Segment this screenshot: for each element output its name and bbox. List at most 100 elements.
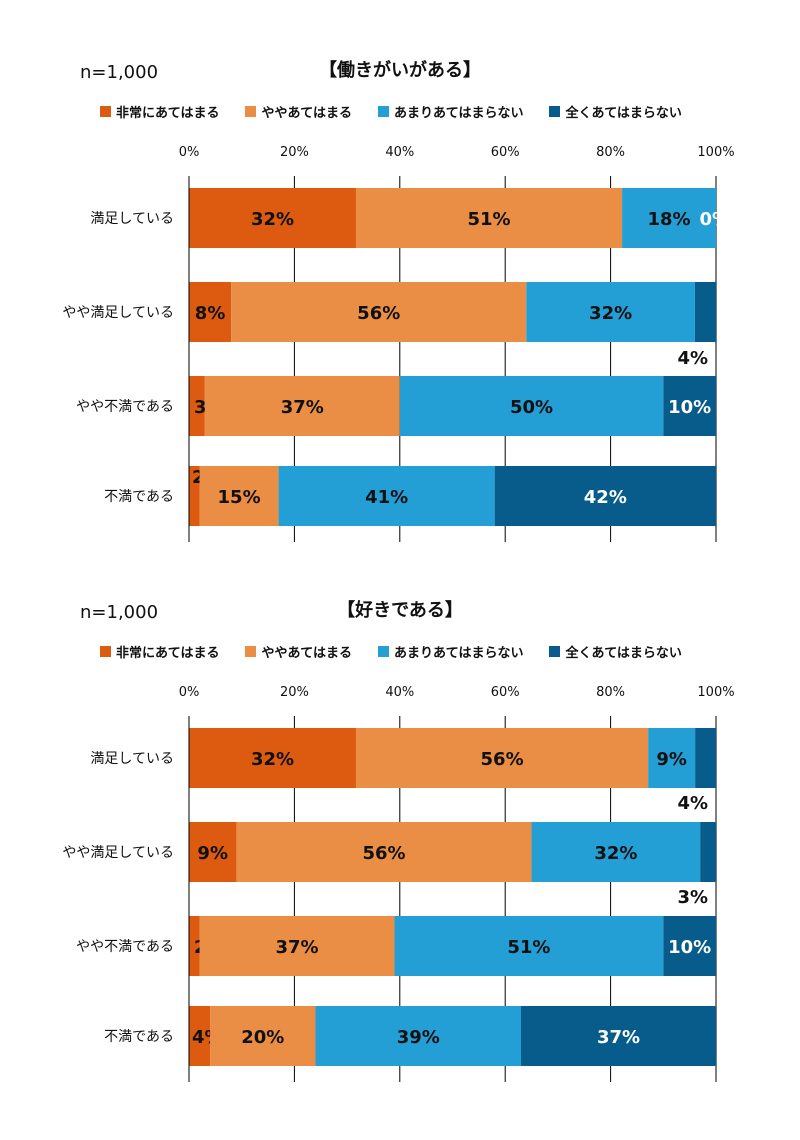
bar-segment: [210, 1006, 316, 1066]
data-label: 37%: [275, 937, 318, 958]
data-label: 4%: [677, 793, 708, 814]
x-tick-label: 60%: [491, 685, 520, 700]
bar-segment: [526, 282, 695, 342]
bar-segment: [521, 1006, 716, 1066]
data-label: 56%: [357, 303, 400, 324]
bar-segment: [189, 466, 200, 526]
legend-label: ややあてはまる: [261, 106, 352, 121]
x-tick-label: 20%: [280, 145, 309, 160]
bar-segment: [231, 282, 527, 342]
x-tick-label: 40%: [385, 145, 414, 160]
legend-item: 全くあてはまらない: [549, 102, 682, 121]
data-label: 51%: [467, 209, 510, 230]
category-label: やや満足している: [62, 305, 174, 321]
bar-segment: [695, 728, 716, 788]
data-label: 10%: [668, 937, 711, 958]
data-label: 32%: [589, 303, 632, 324]
data-label: 32%: [251, 749, 294, 770]
category-label: やや満足している: [62, 845, 174, 861]
bar-segment: [278, 466, 495, 526]
chart-legend: 非常にあてはまる ややあてはまる あまりあてはまらない 全くあてはまらない: [100, 642, 682, 661]
x-tick-label: 60%: [491, 145, 520, 160]
bar-segment: [189, 1006, 211, 1066]
x-tick-label: 0%: [179, 145, 200, 160]
bar-segment: [700, 822, 716, 882]
chart-title: 【好きである】: [337, 600, 463, 621]
bar-segment: [494, 466, 716, 526]
bar-segment: [663, 916, 716, 976]
data-label: 10%: [668, 397, 711, 418]
bar-segment: [355, 188, 623, 248]
category-label: 満足している: [90, 751, 174, 767]
sample-size-label: n=1,000: [80, 62, 159, 83]
bar-segment: [189, 376, 205, 436]
data-label: 50%: [510, 397, 553, 418]
legend-swatch: [245, 106, 257, 117]
stacked-bar-chart: 0% 20% 40% 60% 80% 100% 満足している 32% 51% 18% 0% やや満足し…: [62, 145, 735, 542]
chart-title: 【働きがいがある】: [319, 60, 481, 81]
data-label: 51%: [507, 937, 550, 958]
x-tick-label: 0%: [179, 685, 200, 700]
category-label: やや不満である: [76, 399, 174, 415]
legend-swatch: [377, 106, 389, 117]
legend-swatch: [100, 106, 111, 117]
legend-item: あまりあてはまらない: [377, 102, 523, 121]
bar-segment: [663, 376, 716, 436]
legend-label: 全くあてはまらない: [565, 646, 682, 661]
legend-item: ややあてはまる: [245, 642, 352, 661]
bar-segment: [199, 916, 395, 976]
data-label: 37%: [597, 1027, 640, 1048]
bar-segment: [399, 376, 664, 436]
chart-panel-2: n=1,000 【好きである】 非常にあてはまる ややあてはまる あまりあてはま…: [0, 540, 800, 1100]
legend-item: あまりあてはまらない: [377, 642, 524, 661]
legend-swatch: [100, 646, 111, 657]
chart-panel-1: n=1,000 【働きがいがある】 非常にあてはまる ややあてはまる あまりあて…: [0, 0, 800, 560]
data-label: 15%: [218, 487, 261, 508]
x-tick-label: 80%: [596, 145, 625, 160]
legend-label: 非常にあてはまる: [116, 646, 220, 661]
legend-item: 全くあてはまらない: [549, 642, 682, 661]
bar-segment: [189, 728, 356, 788]
bar-segment: [355, 728, 649, 788]
category-label: 満足している: [90, 211, 174, 227]
legend-swatch: [245, 646, 257, 657]
bar-segment: [315, 1006, 522, 1066]
bar-segment: [189, 822, 237, 882]
x-tick-label: 20%: [280, 685, 309, 700]
sample-size-label: n=1,000: [80, 602, 159, 623]
data-label: 4%: [677, 348, 708, 369]
legend-swatch: [549, 646, 561, 657]
data-label: 56%: [481, 749, 524, 770]
category-label: 不満である: [104, 489, 174, 505]
data-label: 20%: [241, 1027, 284, 1048]
bar-segment: [236, 822, 532, 882]
legend-swatch: [377, 646, 389, 657]
data-label: 9%: [656, 749, 687, 770]
legend-label: 全くあてはまらない: [565, 106, 682, 121]
data-label: 39%: [397, 1027, 440, 1048]
data-label: 32%: [594, 843, 637, 864]
bar-segment: [394, 916, 664, 976]
x-tick-label: 80%: [596, 685, 625, 700]
bar-segment: [189, 916, 200, 976]
bar-segment: [622, 188, 716, 248]
legend-label: あまりあてはまらない: [393, 646, 524, 661]
data-label: 8%: [195, 303, 226, 324]
data-label: 56%: [362, 843, 405, 864]
data-label: 18%: [647, 209, 690, 230]
legend-label: ややあてはまる: [261, 646, 352, 661]
data-label: 37%: [281, 397, 324, 418]
data-label: 0%: [699, 209, 730, 230]
bar-segment: [189, 188, 356, 248]
bar-segment: [694, 282, 716, 342]
bar-segment: [189, 282, 232, 342]
x-tick-label: 100%: [697, 685, 734, 700]
category-label: 不満である: [104, 1029, 174, 1045]
legend-item: ややあてはまる: [245, 102, 352, 121]
data-label: 41%: [365, 487, 408, 508]
stacked-bar-chart: 0% 20% 40% 60% 80% 100% 満足している 32% 56% 9% 4% やや満足して…: [62, 685, 735, 1082]
legend-item: 非常にあてはまる: [100, 642, 219, 661]
data-label: 32%: [251, 209, 294, 230]
category-label: やや不満である: [76, 939, 174, 955]
data-label: 9%: [197, 843, 228, 864]
